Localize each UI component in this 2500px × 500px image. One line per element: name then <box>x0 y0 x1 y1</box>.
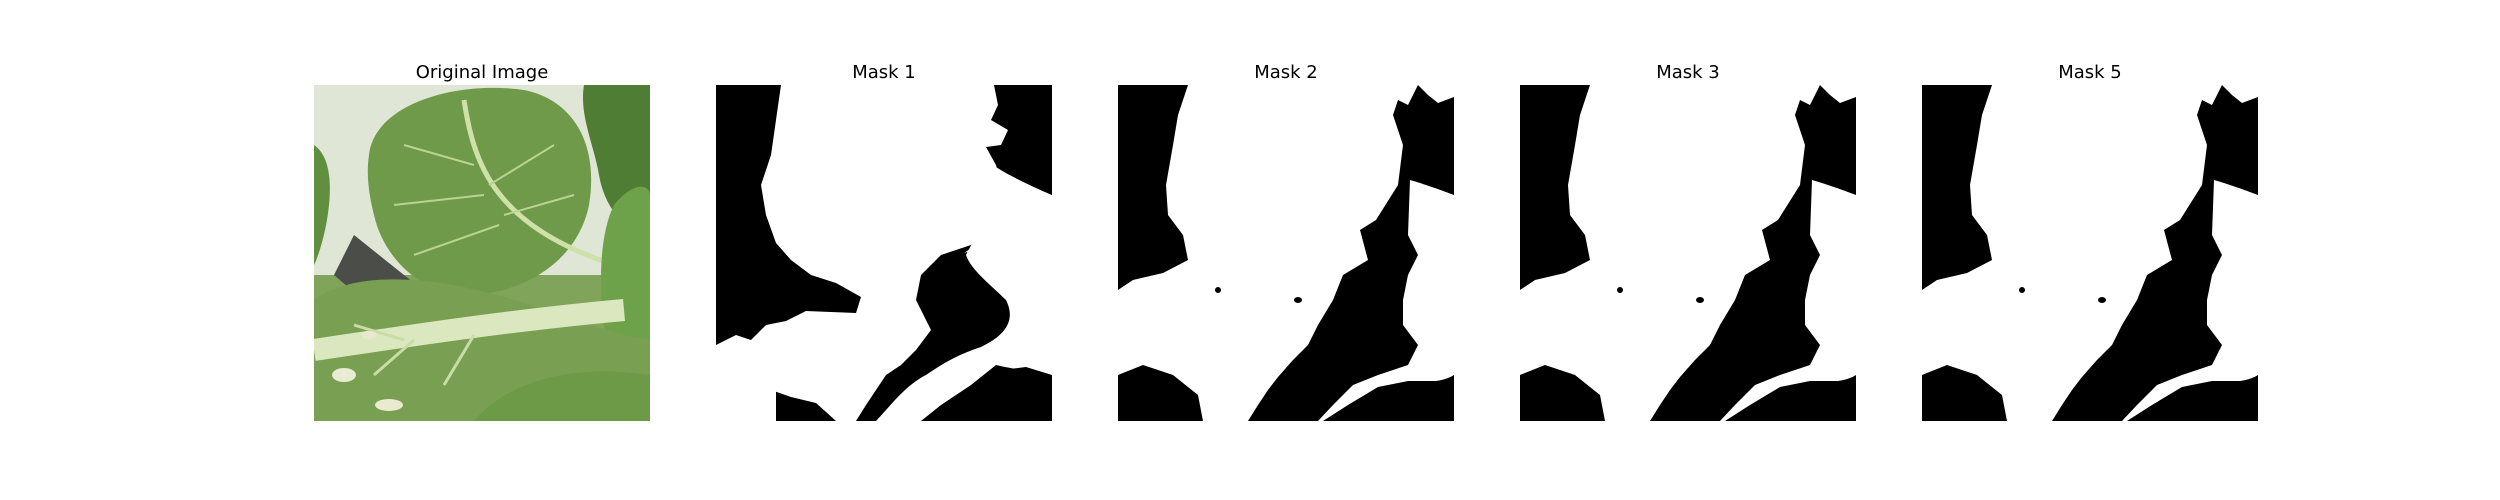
panel-title-mask-3: Mask 3 <box>1656 62 1720 83</box>
mask-2-image <box>1118 85 1454 421</box>
panel-title-mask-1: Mask 1 <box>852 62 916 83</box>
original-image-panel: Original Image <box>314 60 650 421</box>
mask-3-image <box>1520 85 1856 421</box>
mask-1-image <box>716 85 1052 421</box>
mask-5-image <box>1922 85 2258 421</box>
panel-title-mask-5: Mask 5 <box>2058 62 2122 83</box>
panel-title-original-image: Original Image <box>415 62 549 83</box>
mask-1-panel: Mask 1 <box>716 60 1052 421</box>
mask-5-panel: Mask 5 <box>1922 60 2258 421</box>
original-image <box>314 85 650 421</box>
mask-2-panel: Mask 2 <box>1118 60 1454 421</box>
mask-3-panel: Mask 3 <box>1520 60 1856 421</box>
panel-title-mask-2: Mask 2 <box>1254 62 1318 83</box>
